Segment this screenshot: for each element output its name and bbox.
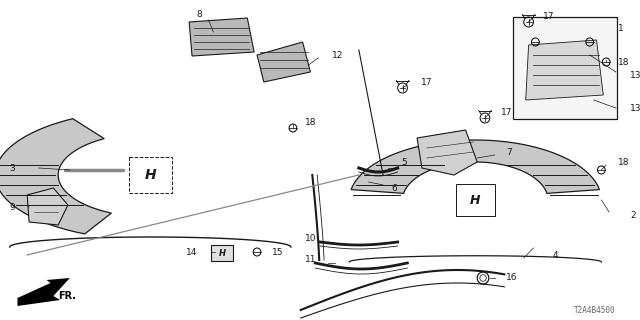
Bar: [211, 245, 233, 261]
Text: 4: 4: [553, 251, 559, 260]
Text: 17: 17: [543, 12, 555, 20]
Polygon shape: [417, 130, 477, 175]
Bar: [456, 184, 495, 216]
Polygon shape: [525, 40, 604, 100]
Text: H: H: [470, 194, 481, 206]
Text: 1: 1: [618, 23, 623, 33]
Polygon shape: [17, 278, 70, 306]
Text: 9: 9: [10, 203, 15, 212]
Text: 18: 18: [305, 117, 316, 126]
Text: 11: 11: [305, 255, 316, 265]
Text: 14: 14: [186, 247, 197, 257]
Text: 18: 18: [618, 157, 629, 166]
Text: 12: 12: [332, 51, 343, 60]
Polygon shape: [27, 188, 68, 225]
Text: 2: 2: [630, 211, 636, 220]
Text: 8: 8: [196, 10, 202, 19]
Text: 7: 7: [506, 148, 512, 156]
FancyBboxPatch shape: [513, 17, 617, 119]
Text: 6: 6: [392, 183, 397, 193]
Text: 17: 17: [502, 108, 513, 116]
Text: 10: 10: [305, 234, 316, 243]
Text: FR.: FR.: [58, 291, 76, 301]
Polygon shape: [351, 140, 600, 193]
Text: 13: 13: [630, 103, 640, 113]
Polygon shape: [0, 119, 111, 234]
Text: 13: 13: [630, 70, 640, 79]
Text: 16: 16: [506, 274, 518, 283]
Bar: [129, 157, 172, 193]
Polygon shape: [257, 42, 310, 82]
Text: 5: 5: [401, 157, 407, 166]
Polygon shape: [189, 18, 254, 56]
Text: 3: 3: [10, 164, 15, 172]
Text: H: H: [145, 168, 156, 182]
Text: H: H: [219, 249, 226, 258]
Text: 15: 15: [271, 247, 283, 257]
Text: 18: 18: [618, 58, 629, 67]
Text: T2A4B4500: T2A4B4500: [574, 306, 616, 315]
Text: 17: 17: [421, 77, 433, 86]
